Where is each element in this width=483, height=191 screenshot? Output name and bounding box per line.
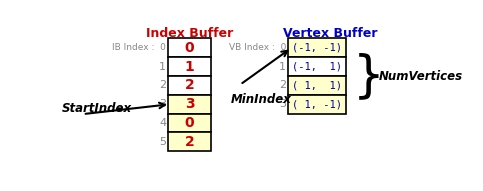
Bar — [288, 95, 346, 114]
Bar — [168, 95, 211, 114]
Text: 3: 3 — [159, 99, 166, 109]
Text: Index Buffer: Index Buffer — [146, 27, 233, 40]
Text: }: } — [353, 52, 384, 100]
Text: MinIndex: MinIndex — [231, 93, 292, 106]
Bar — [288, 57, 346, 76]
Text: StartIndex: StartIndex — [62, 102, 132, 115]
Text: (-1,  1): (-1, 1) — [292, 62, 342, 72]
Bar — [168, 38, 211, 57]
Text: 5: 5 — [159, 137, 166, 147]
Text: 2: 2 — [185, 135, 194, 149]
Bar — [168, 57, 211, 76]
Bar — [288, 38, 346, 57]
Text: 3: 3 — [185, 97, 194, 111]
Text: VB Index :  0: VB Index : 0 — [228, 43, 286, 52]
Text: 4: 4 — [159, 118, 166, 128]
Bar — [168, 76, 211, 95]
Bar — [288, 76, 346, 95]
Text: (-1, -1): (-1, -1) — [292, 43, 342, 53]
Text: 1: 1 — [159, 62, 166, 72]
Text: 2: 2 — [279, 80, 286, 90]
Text: 3: 3 — [279, 99, 286, 109]
Text: 1: 1 — [185, 60, 194, 74]
Bar — [168, 114, 211, 133]
Text: NumVertices: NumVertices — [379, 70, 463, 83]
Text: Vertex Buffer: Vertex Buffer — [283, 27, 377, 40]
Text: 1: 1 — [279, 62, 286, 72]
Text: ( 1, -1): ( 1, -1) — [292, 99, 342, 109]
Text: IB Index :  0: IB Index : 0 — [112, 43, 166, 52]
Text: 2: 2 — [185, 79, 194, 92]
Text: 2: 2 — [159, 80, 166, 90]
Text: 0: 0 — [185, 116, 194, 130]
Bar — [168, 133, 211, 151]
Text: ( 1,  1): ( 1, 1) — [292, 80, 342, 90]
Text: 0: 0 — [185, 41, 194, 55]
